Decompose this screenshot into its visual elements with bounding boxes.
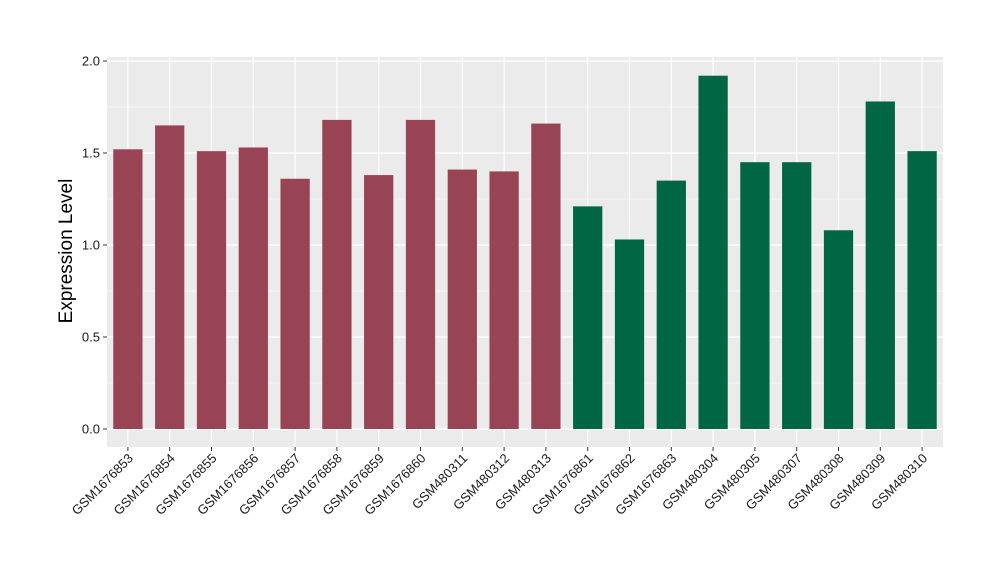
bar-GSM480307 xyxy=(782,162,812,429)
bar-GSM1676853 xyxy=(113,149,143,429)
y-tick-label: 2.0 xyxy=(82,54,100,69)
bar-GSM480310 xyxy=(907,151,937,429)
bar-GSM1676855 xyxy=(196,151,227,429)
bar-GSM1676856 xyxy=(238,147,268,430)
y-tick-label: 0.0 xyxy=(82,422,100,437)
bar-GSM480312 xyxy=(489,171,519,429)
bars xyxy=(113,75,937,430)
bar-GSM1676860 xyxy=(405,119,436,429)
bar-GSM480313 xyxy=(531,123,561,429)
bar-GSM1676859 xyxy=(364,175,394,429)
bar-GSM1676857 xyxy=(280,178,310,429)
bar-GSM480309 xyxy=(865,101,895,429)
x-axis: GSM1676853GSM1676854GSM1676855GSM1676856… xyxy=(69,447,930,518)
y-tick-label: 1.5 xyxy=(82,146,100,161)
bar-GSM480308 xyxy=(823,230,854,429)
y-axis-title: Expression Level xyxy=(56,179,77,324)
bar-GSM1676861 xyxy=(573,206,603,429)
y-tick-label: 1.0 xyxy=(82,238,100,253)
bar-GSM1676862 xyxy=(614,239,645,429)
y-tick-label: 0.5 xyxy=(82,330,100,345)
bar-GSM1676863 xyxy=(656,180,686,429)
plot-panel xyxy=(107,57,943,447)
y-axis: 0.0 0.5 1.0 1.5 2.0 xyxy=(82,54,107,437)
bar-GSM1676858 xyxy=(322,119,352,429)
bar-GSM480304 xyxy=(698,75,728,429)
bar-GSM480305 xyxy=(740,162,770,429)
bar-GSM1676854 xyxy=(155,125,185,430)
bar-GSM480311 xyxy=(447,169,477,429)
